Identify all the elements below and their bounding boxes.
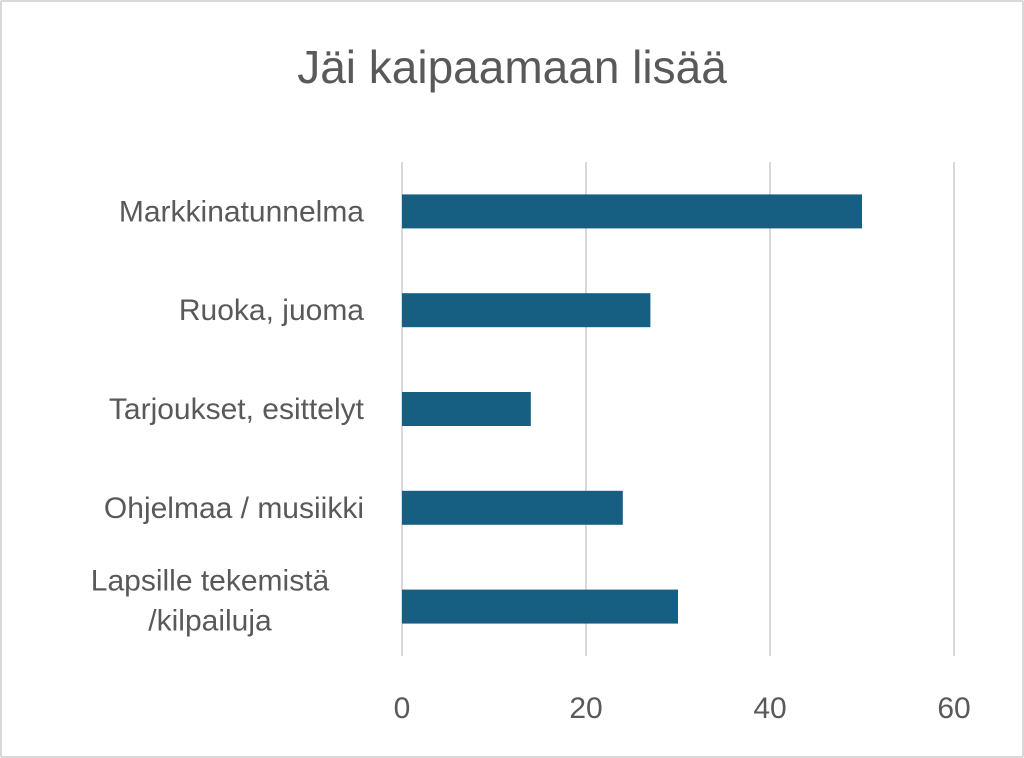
category-label-line: Lapsille tekemistä (91, 565, 330, 598)
category-label-line: /kilpailuja (148, 605, 272, 638)
x-tick-label: 40 (753, 692, 786, 725)
category-label: Tarjoukset, esittelyt (109, 393, 365, 426)
bar-2 (402, 392, 531, 426)
bar-4 (402, 589, 678, 624)
x-tick-label: 20 (569, 692, 602, 725)
category-label: Ruoka, juoma (179, 294, 364, 327)
bar-3 (402, 490, 623, 525)
category-label: Markkinatunnelma (119, 195, 364, 228)
bar-0 (402, 194, 862, 229)
category-label: Ohjelmaa / musiikki (104, 492, 364, 525)
chart-title: Jäi kaipaamaan lisää (297, 41, 727, 93)
x-tick-label: 60 (937, 692, 970, 725)
bar-1 (402, 293, 651, 328)
x-tick-label: 0 (394, 692, 411, 725)
